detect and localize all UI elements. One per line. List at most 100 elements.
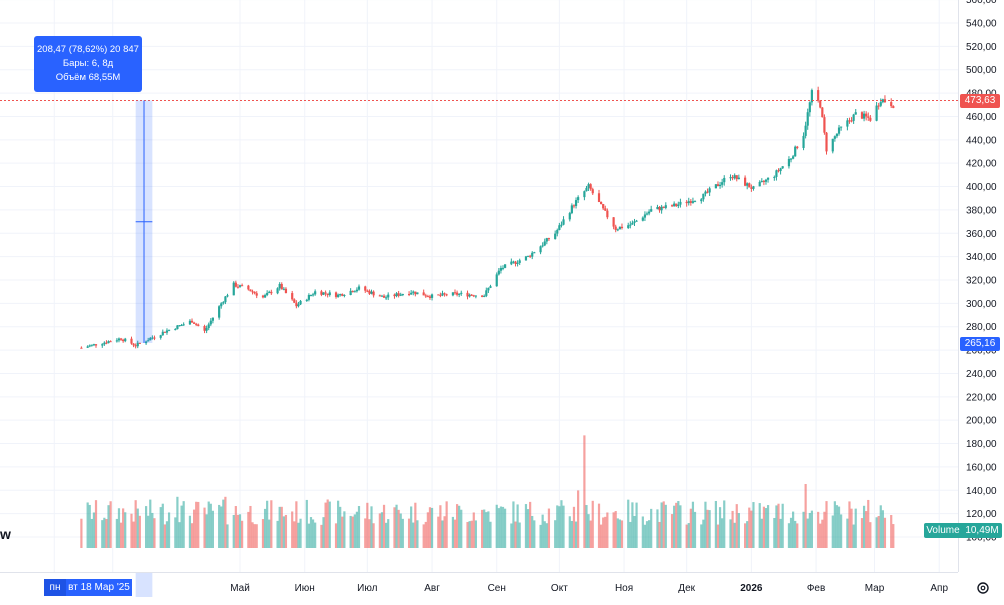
- measure-bars: Бары: 6, 8д: [62, 58, 114, 69]
- candle-body: [307, 295, 310, 300]
- volume-bar: [821, 519, 824, 548]
- volume-bar: [539, 524, 542, 548]
- volume-bar: [869, 522, 872, 548]
- volume-bar: [877, 516, 880, 548]
- volume-bar: [670, 514, 674, 548]
- volume-bar: [554, 520, 557, 548]
- candle-body: [426, 296, 429, 298]
- candle-body: [241, 285, 244, 287]
- volume-bar: [401, 518, 404, 548]
- price-tick-label: 300,00: [966, 299, 997, 310]
- volume-bar: [94, 500, 98, 548]
- volume-bar: [341, 516, 344, 548]
- volume-bar: [643, 524, 647, 548]
- volume-bar: [837, 506, 841, 548]
- time-tick-label: Июл: [357, 583, 377, 594]
- candle-body: [451, 292, 455, 296]
- price-tick-label: 240,00: [966, 369, 997, 380]
- volume-bar: [284, 514, 288, 548]
- time-tick-label: Фев: [807, 583, 825, 594]
- candle-body: [817, 90, 820, 101]
- candle-body: [794, 146, 797, 157]
- volume-bar: [618, 519, 621, 548]
- volume-bar: [835, 505, 839, 548]
- volume-bar: [867, 499, 870, 548]
- candle-body: [226, 295, 229, 297]
- volume-bar: [574, 521, 578, 548]
- candle-body: [524, 256, 528, 261]
- volume-bar: [773, 517, 776, 548]
- volume-bar: [483, 509, 486, 548]
- price-tick-label: 360,00: [966, 229, 997, 240]
- volume-bar: [558, 506, 561, 548]
- volume-bar: [314, 522, 317, 548]
- candle-body: [455, 292, 459, 295]
- candle-body: [614, 226, 617, 230]
- candle-body: [119, 338, 123, 340]
- candle-body: [284, 288, 288, 294]
- candle-body: [497, 270, 500, 275]
- candle-body: [412, 291, 415, 293]
- volume-label[interactable]: Volume: [924, 523, 962, 538]
- volume-bar: [307, 523, 310, 548]
- candle-body: [195, 323, 198, 325]
- candle-body: [334, 292, 338, 297]
- volume-bar: [806, 518, 809, 548]
- candle-body: [453, 292, 457, 294]
- volume-bar: [466, 522, 469, 548]
- volume-bar: [604, 516, 607, 548]
- candle-body: [604, 208, 607, 211]
- candle-body: [881, 99, 884, 103]
- volume-bar: [470, 520, 473, 548]
- volume-bar: [320, 524, 323, 548]
- candle-body: [416, 292, 419, 295]
- candle-body: [558, 225, 561, 230]
- candle-body: [860, 112, 864, 119]
- volume-bar: [860, 518, 864, 548]
- time-tick-label: Ноя: [615, 583, 633, 594]
- volume-bar: [92, 512, 96, 548]
- candle-body: [328, 292, 331, 296]
- volume-bar: [268, 519, 271, 548]
- candle-body: [176, 325, 179, 330]
- candle-body: [789, 158, 793, 160]
- candle-body: [224, 296, 227, 303]
- volume-bar: [147, 515, 150, 548]
- volume-bar: [629, 521, 632, 548]
- candle-body: [693, 201, 697, 203]
- candle-body: [545, 238, 548, 242]
- candle-body: [489, 286, 492, 288]
- price-tick-label: 500,00: [966, 65, 997, 76]
- candle-body: [401, 293, 404, 295]
- volume-bar: [282, 516, 285, 548]
- volume-bar: [468, 521, 471, 548]
- candle-body: [585, 187, 588, 192]
- volume-bar: [364, 518, 367, 548]
- candle-body: [366, 290, 369, 292]
- volume-bar: [276, 520, 279, 548]
- volume-bar: [263, 508, 267, 548]
- volume-bar: [136, 508, 139, 548]
- settings-button[interactable]: [974, 579, 992, 597]
- volume-bar: [501, 506, 505, 548]
- candle-body: [205, 328, 208, 331]
- time-tick-label: Дек: [678, 583, 695, 594]
- candle-body: [835, 133, 839, 137]
- candle-body: [109, 341, 112, 343]
- candle-body: [295, 302, 298, 307]
- candle-body: [349, 290, 352, 296]
- candle-body: [787, 158, 791, 167]
- candle-body: [533, 252, 536, 254]
- volume-bar: [627, 499, 630, 548]
- volume-bar: [673, 505, 676, 548]
- volume-bar: [161, 503, 164, 548]
- volume-bar: [606, 512, 609, 548]
- candle-body: [539, 246, 542, 253]
- candle-body: [612, 217, 615, 227]
- volume-bar: [487, 511, 490, 548]
- candle-body: [370, 291, 373, 294]
- candle-body: [735, 175, 738, 180]
- volume-bar: [236, 514, 240, 548]
